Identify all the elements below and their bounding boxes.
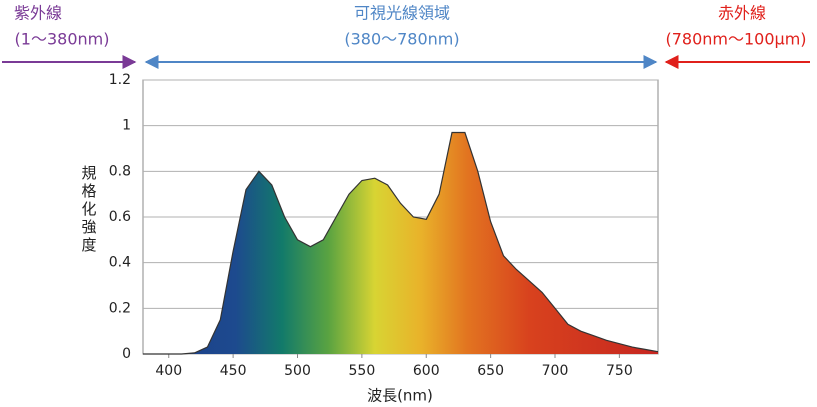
x-tick-label: 450 [220, 363, 247, 379]
y-axis-label: 規格化強度 [80, 165, 98, 255]
x-tick-label: 550 [349, 363, 376, 379]
uv-range: (1〜380nm) [15, 30, 110, 49]
x-tick-label: 700 [542, 363, 569, 379]
x-axis-label: 波長(nm) [367, 387, 433, 405]
x-tick-label: 400 [155, 363, 182, 379]
x-tick-label: 650 [477, 363, 504, 379]
spectrum-area [143, 132, 658, 354]
y-tick-label: 1 [122, 118, 131, 134]
ir-title: 赤外線 [718, 4, 766, 23]
visible-title: 可視光線領域 [354, 4, 450, 23]
y-tick-label: 1.2 [109, 72, 131, 88]
spectrum-line [143, 131, 659, 355]
y-tick-label: 0.2 [109, 300, 131, 316]
x-tick-label: 750 [606, 363, 633, 379]
visible-range: (380〜780nm) [344, 30, 459, 49]
ir-range: (780nm〜100μm) [665, 30, 806, 49]
marks [143, 131, 659, 355]
uv-title: 紫外線 [14, 4, 62, 23]
y-tick-label: 0.6 [109, 209, 131, 225]
y-tick-label: 0 [122, 346, 131, 362]
y-tick-label: 0.8 [109, 163, 131, 179]
x-tick-label: 500 [284, 363, 311, 379]
x-tick-label: 600 [413, 363, 440, 379]
y-tick-label: 0.4 [109, 255, 131, 271]
